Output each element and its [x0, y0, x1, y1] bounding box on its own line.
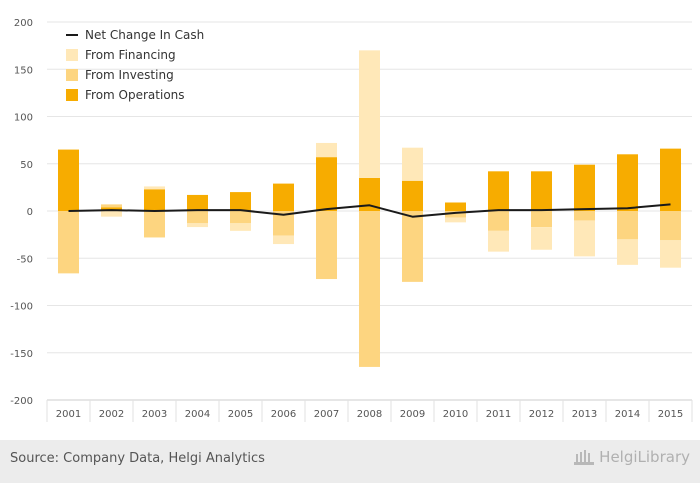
bar-from-investing: [488, 211, 509, 231]
bar-from-investing: [574, 211, 595, 221]
bar-from-operations: [359, 177, 380, 211]
legend-label: Net Change In Cash: [85, 28, 204, 42]
bar-from-investing: [187, 211, 208, 224]
bar-from-financing: [230, 223, 251, 231]
legend-label: From Investing: [85, 68, 174, 82]
bar-from-investing: [660, 211, 681, 241]
bar-from-investing: [144, 211, 165, 238]
bar-from-operations: [316, 157, 337, 211]
legend-swatch: [66, 69, 78, 81]
y-tick-label: 0: [27, 207, 33, 218]
library-logo-icon: [574, 450, 595, 465]
bar-from-investing: [230, 211, 251, 224]
legend-label: From Operations: [85, 88, 185, 102]
y-tick-label: 100: [14, 113, 33, 124]
x-tick-label: 2004: [185, 409, 210, 420]
bar-from-operations: [660, 148, 681, 211]
bar-from-operations: [574, 164, 595, 211]
x-tick-label: 2009: [400, 409, 425, 420]
x-tick-label: 2005: [228, 409, 253, 420]
bar-from-financing: [402, 147, 423, 181]
bar-from-investing: [359, 211, 380, 367]
x-tick-label: 2012: [529, 409, 554, 420]
bar-from-investing: [58, 211, 79, 274]
bar-from-operations: [402, 180, 423, 211]
bar-from-operations: [617, 154, 638, 211]
x-tick-label: 2007: [314, 409, 339, 420]
legend-swatch: [66, 89, 78, 101]
x-tick-label: 2015: [658, 409, 683, 420]
bar-from-financing: [144, 186, 165, 190]
y-tick-label: -150: [10, 349, 33, 360]
y-tick-label: 200: [14, 18, 33, 29]
bar-from-financing: [359, 50, 380, 178]
x-tick-label: 2008: [357, 409, 382, 420]
y-tick-label: -50: [17, 254, 33, 265]
bar-from-investing: [273, 211, 294, 236]
bar-from-operations: [488, 171, 509, 211]
legend-label: From Financing: [85, 48, 176, 62]
bar-from-financing: [101, 211, 122, 217]
bar-from-operations: [230, 192, 251, 211]
brand-logo[interactable]: HelgiLibrary: [573, 448, 690, 466]
x-tick-label: 2003: [142, 409, 167, 420]
y-tick-label: -200: [10, 396, 33, 407]
x-tick-label: 2014: [615, 409, 640, 420]
x-tick-label: 2006: [271, 409, 296, 420]
bar-from-financing: [617, 239, 638, 265]
x-tick-label: 2002: [99, 409, 124, 420]
bar-from-investing: [402, 211, 423, 282]
x-tick-label: 2011: [486, 409, 511, 420]
bar-from-financing: [660, 240, 681, 268]
bar-from-financing: [187, 223, 208, 228]
x-tick-label: 2013: [572, 409, 597, 420]
net-change-line-group: [68, 203, 671, 218]
bar-from-financing: [316, 142, 337, 158]
axes: -200 -150 -100 -50 0 50 100 150 200 2001 2002 2003 2…: [10, 18, 693, 422]
bar-from-operations: [273, 183, 294, 211]
bar-from-investing: [101, 204, 122, 208]
y-tick-label: 150: [14, 65, 33, 76]
net-change-line: [68, 203, 671, 218]
bar-from-financing: [574, 220, 595, 257]
bar-from-operations: [187, 194, 208, 211]
bar-from-investing: [617, 211, 638, 240]
bar-from-operations: [531, 171, 552, 211]
bar-from-financing: [445, 217, 466, 223]
bar-from-financing: [273, 235, 294, 245]
bar-from-financing: [488, 230, 509, 252]
bar-from-investing: [316, 211, 337, 280]
legend: Net Change In Cash From Financing From Inv…: [66, 28, 204, 102]
y-tick-label: 50: [20, 160, 33, 171]
bar-from-operations: [445, 202, 466, 211]
bar-from-investing: [531, 211, 552, 228]
bar-from-operations: [58, 149, 79, 211]
x-tick-label: 2001: [56, 409, 81, 420]
bar-from-investing: [445, 211, 466, 218]
bar-from-operations: [144, 189, 165, 211]
x-tick-label: 2010: [443, 409, 468, 420]
cash-flow-chart: -200 -150 -100 -50 0 50 100 150 200 2001 2002 2003 2…: [10, 18, 693, 422]
bar-from-financing: [531, 227, 552, 250]
y-tick-label: -100: [10, 302, 33, 313]
legend-swatch: [66, 49, 78, 61]
chart: -200 -150 -100 -50 0 50 100 150 200 2001 2002 2003 2…: [10, 18, 693, 422]
source-note: Source: Company Data, Helgi Analytics: [10, 451, 265, 466]
footer: Source: Company Data, Helgi Analytics He…: [0, 440, 700, 483]
logo-text: HelgiLibrary: [599, 448, 690, 466]
